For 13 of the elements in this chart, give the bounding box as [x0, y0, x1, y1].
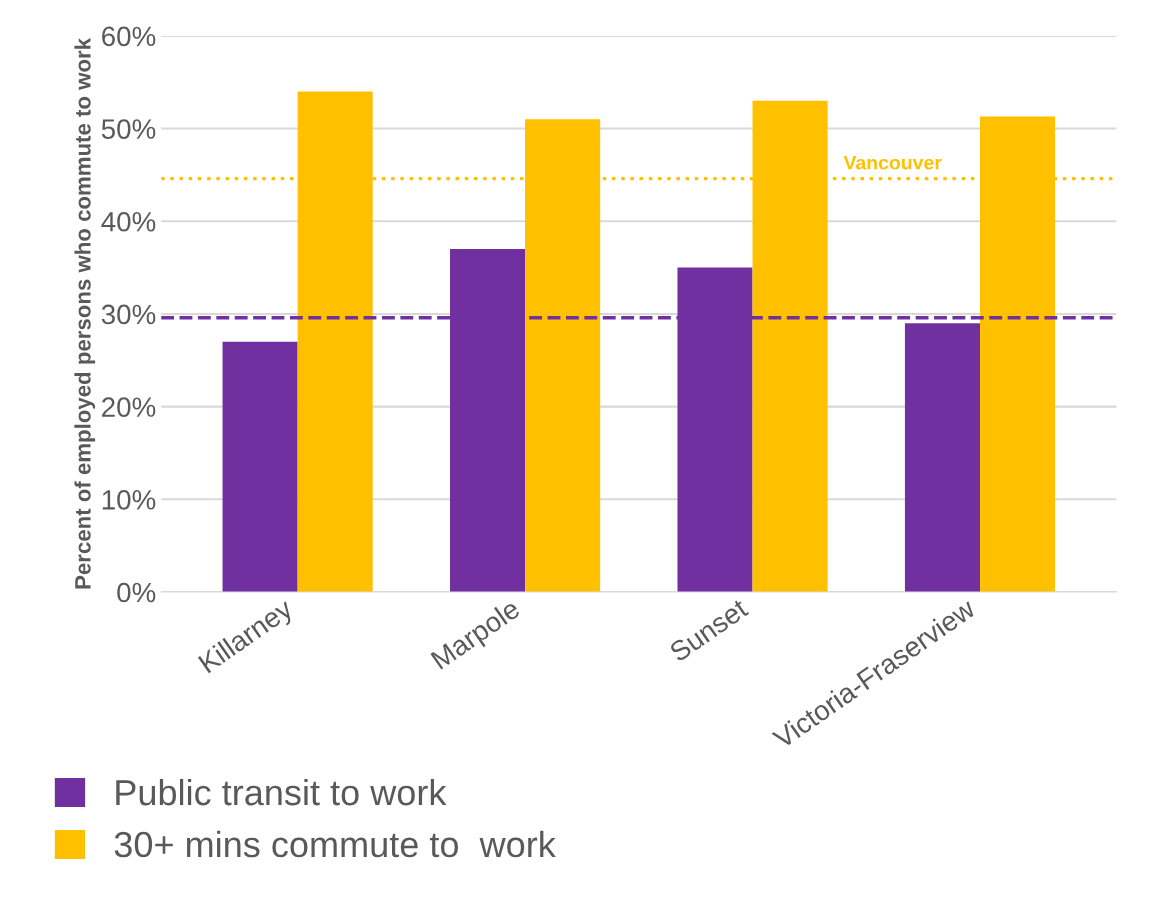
legend-label: Public transit to work [116, 778, 447, 806]
y-tick-label: 30% [101, 304, 156, 325]
y-tick-label: 20% [102, 397, 156, 417]
y-tick-label: 10% [102, 490, 156, 510]
y-axis-title: Percent of employed persons who commute to work [74, 37, 96, 589]
y-tick-label: 60% [102, 26, 156, 47]
bar [904, 323, 980, 593]
bar [222, 341, 298, 593]
y-tick-label: 40% [101, 211, 156, 232]
legend-label: 30+ mins commute to work [114, 830, 556, 858]
y-tick-label: 0% [117, 582, 156, 603]
ref-line-label: Vancouver [843, 155, 942, 170]
y-tick-label: 50% [101, 119, 156, 139]
